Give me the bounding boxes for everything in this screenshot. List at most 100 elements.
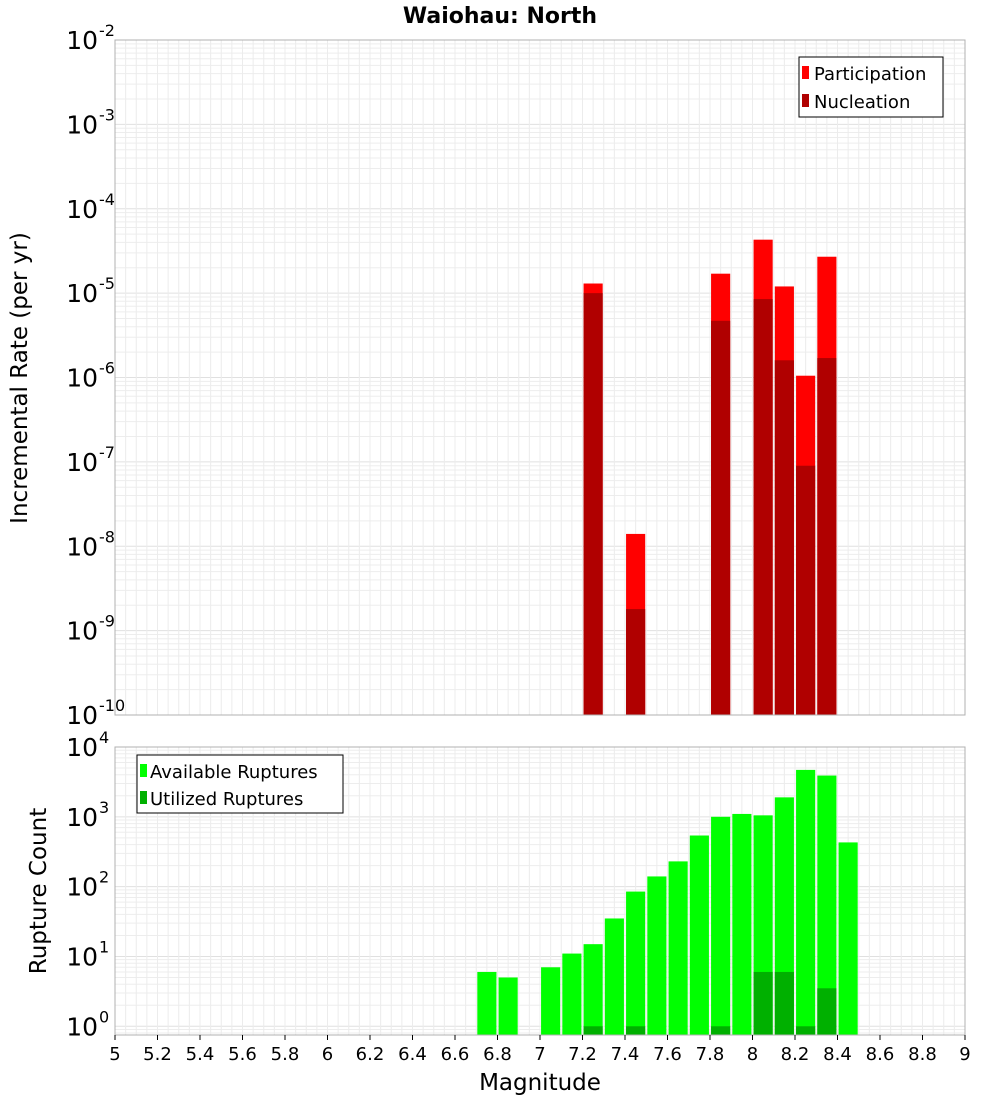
- y-tick-label: 10: [66, 364, 98, 393]
- top-bars: [583, 239, 837, 716]
- legend-swatch-participation: [802, 66, 809, 79]
- bottom-bars: [477, 769, 858, 1035]
- x-tick-label: 7: [534, 1044, 545, 1065]
- bar-nucleation: [583, 293, 603, 715]
- x-tick-label: 8.4: [823, 1044, 852, 1065]
- y-tick-exponent: 3: [99, 798, 109, 817]
- x-tick-label: 6.8: [483, 1044, 512, 1065]
- x-tick-label: 8: [747, 1044, 758, 1065]
- bar-available: [583, 944, 603, 1035]
- x-tick-label: 8.6: [866, 1044, 895, 1065]
- y-tick-label: 10: [66, 195, 98, 224]
- bar-available: [604, 918, 624, 1035]
- x-tick-label: 8.8: [908, 1044, 937, 1065]
- legend-swatch-utilized: [140, 791, 147, 804]
- y-tick-exponent: -5: [99, 274, 115, 293]
- bar-utilized: [583, 1026, 603, 1035]
- top-y-axis-title: Incremental Rate (per yr): [7, 232, 33, 524]
- legend-label-nucleation: Nucleation: [814, 92, 910, 113]
- x-tick-label: 5.6: [228, 1044, 257, 1065]
- bar-available: [711, 816, 731, 1035]
- x-tick-label: 6.2: [356, 1044, 385, 1065]
- bar-available: [541, 967, 561, 1035]
- legend-swatch-nucleation: [802, 94, 809, 107]
- bar-available: [626, 891, 646, 1035]
- bar-available: [647, 876, 667, 1035]
- y-tick-exponent: 4: [99, 728, 109, 747]
- y-tick-label: 10: [66, 532, 98, 561]
- x-tick-label: 7.8: [696, 1044, 725, 1065]
- top-legend-box: [798, 56, 944, 118]
- legend-swatch-available: [140, 764, 147, 777]
- y-tick-label: 10: [66, 803, 98, 832]
- y-tick-label: 10: [66, 942, 98, 971]
- bar-utilized: [711, 1026, 731, 1035]
- x-tick-label: 6.4: [398, 1044, 427, 1065]
- y-tick-exponent: -3: [99, 105, 115, 124]
- y-tick-label: 10: [66, 448, 98, 477]
- bottom-legend-box: [136, 754, 344, 814]
- bar-available: [732, 813, 752, 1035]
- bar-available: [796, 769, 816, 1035]
- y-tick-exponent: -9: [99, 612, 115, 631]
- x-tick-label: 7.6: [653, 1044, 682, 1065]
- y-tick-exponent: -4: [99, 190, 115, 209]
- legend-label-available: Available Ruptures: [150, 762, 318, 783]
- bar-utilized: [626, 1026, 646, 1035]
- bar-available: [689, 835, 709, 1035]
- x-tick-label: 8.2: [781, 1044, 810, 1065]
- y-tick-exponent: -6: [99, 359, 115, 378]
- bottom-legend: Available Ruptures Utilized Ruptures: [136, 754, 344, 814]
- y-tick-label: 10: [66, 110, 98, 139]
- top-grid: [114, 39, 966, 716]
- bar-nucleation: [711, 320, 731, 715]
- bar-nucleation: [626, 609, 646, 715]
- bar-available: [562, 953, 582, 1035]
- y-tick-label: 10: [66, 26, 98, 55]
- bar-nucleation: [796, 465, 816, 715]
- x-tick-label: 9: [959, 1044, 970, 1065]
- y-tick-exponent: 0: [99, 1007, 109, 1026]
- bar-nucleation: [753, 299, 773, 715]
- legend-label-participation: Participation: [814, 64, 926, 85]
- chart-title: Waiohau: North: [403, 4, 597, 29]
- bar-available: [668, 861, 688, 1035]
- legend-label-utilized: Utilized Ruptures: [150, 789, 303, 810]
- x-tick-label: 6: [322, 1044, 333, 1065]
- x-tick-label: 7.2: [568, 1044, 597, 1065]
- y-tick-label: 10: [66, 617, 98, 646]
- bar-available: [838, 842, 858, 1035]
- x-axis-title: Magnitude: [479, 1070, 601, 1096]
- bottom-y-axis-title: Rupture Count: [26, 808, 52, 974]
- bar-nucleation: [817, 358, 837, 715]
- top-plot-border: [114, 39, 966, 716]
- y-tick-exponent: 1: [99, 937, 109, 956]
- y-tick-label: 10: [66, 733, 98, 762]
- bar-available: [817, 775, 837, 1035]
- x-tick-label: 5: [109, 1044, 120, 1065]
- y-tick-label: 10: [66, 279, 98, 308]
- x-tick-label: 5.8: [271, 1044, 300, 1065]
- bar-utilized: [753, 971, 773, 1035]
- y-tick-exponent: -2: [99, 21, 115, 40]
- bar-utilized: [796, 1026, 816, 1035]
- y-tick-exponent: -7: [99, 443, 115, 462]
- bar-nucleation: [774, 360, 794, 715]
- x-tick-label: 7.4: [611, 1044, 640, 1065]
- y-tick-exponent: -8: [99, 527, 115, 546]
- x-tick-label: 6.6: [441, 1044, 470, 1065]
- bar-available: [477, 971, 497, 1035]
- x-tick-label: 5.4: [186, 1044, 215, 1065]
- top-legend: Participation Nucleation: [798, 56, 944, 118]
- y-tick-exponent: -10: [99, 696, 125, 715]
- bar-available: [498, 977, 518, 1035]
- bar-utilized: [774, 971, 794, 1035]
- x-tick-label: 5.2: [143, 1044, 172, 1065]
- y-tick-label: 10: [66, 873, 98, 902]
- y-tick-label: 10: [66, 1012, 98, 1041]
- x-ticks: 5 5.2 5.4 5.6 5.8 6 6.2 6.4 6.6 6.8 7 7.2 7.4 7.6 7.8 8…: [109, 1035, 971, 1065]
- bar-utilized: [817, 988, 837, 1035]
